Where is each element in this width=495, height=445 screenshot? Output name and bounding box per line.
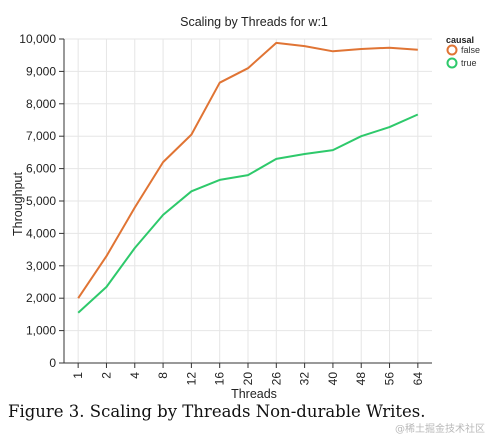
y-tick-label: 0 — [49, 356, 56, 370]
axes: 0 1,000 2,000 3,000 4,000 5,000 6,000 7,000 8,00… — [19, 32, 432, 385]
y-tick-label: 1,000 — [26, 324, 56, 338]
x-tick-label: 64 — [411, 372, 425, 386]
x-tick-label: 56 — [383, 372, 397, 386]
legend-title: causal — [446, 35, 474, 45]
y-tick-label: 7,000 — [26, 129, 56, 143]
x-axis-label: Threads — [231, 387, 277, 400]
x-tick-label: 26 — [269, 372, 283, 386]
x-tick-label: 16 — [213, 372, 227, 386]
x-tick-label: 12 — [184, 372, 198, 386]
legend: causal false true — [446, 35, 480, 69]
x-tick-label: 20 — [241, 372, 255, 386]
watermark: @稀土掘金技术社区 — [395, 424, 485, 435]
y-tick-label: 8,000 — [26, 97, 56, 111]
y-tick-label: 2,000 — [26, 291, 56, 305]
series-line-false — [77, 41, 418, 299]
grid — [64, 38, 432, 364]
y-axis-label: Throughput — [11, 172, 25, 236]
chart-title: Scaling by Threads for w:1 — [180, 15, 328, 29]
x-tick-label: 40 — [326, 372, 340, 386]
y-tick-label: 3,000 — [26, 259, 56, 273]
series-lines — [77, 41, 419, 314]
legend-label-true: true — [461, 58, 477, 68]
y-tick-label: 9,000 — [26, 64, 56, 78]
legend-symbol-false — [446, 44, 458, 56]
x-tick-label: 32 — [298, 372, 312, 386]
y-tick-label: 5,000 — [26, 194, 56, 208]
legend-symbol-true — [446, 57, 458, 69]
x-tick-label: 2 — [99, 372, 113, 379]
y-tick-label: 4,000 — [26, 226, 56, 240]
x-tick-label: 4 — [128, 372, 142, 379]
legend-label-false: false — [461, 45, 480, 55]
x-tick-label: 8 — [156, 372, 170, 379]
chart: Scaling by Threads for w:1 0 1,000 2,000 3,… — [11, 15, 480, 400]
y-tick-label: 10,000 — [19, 32, 56, 46]
x-tick-label: 1 — [71, 372, 85, 379]
x-tick-label: 48 — [354, 372, 368, 386]
series-line-true — [77, 113, 419, 314]
y-tick-label: 6,000 — [26, 162, 56, 176]
figure-caption: Figure 3. Scaling by Threads Non-durable… — [8, 402, 426, 421]
